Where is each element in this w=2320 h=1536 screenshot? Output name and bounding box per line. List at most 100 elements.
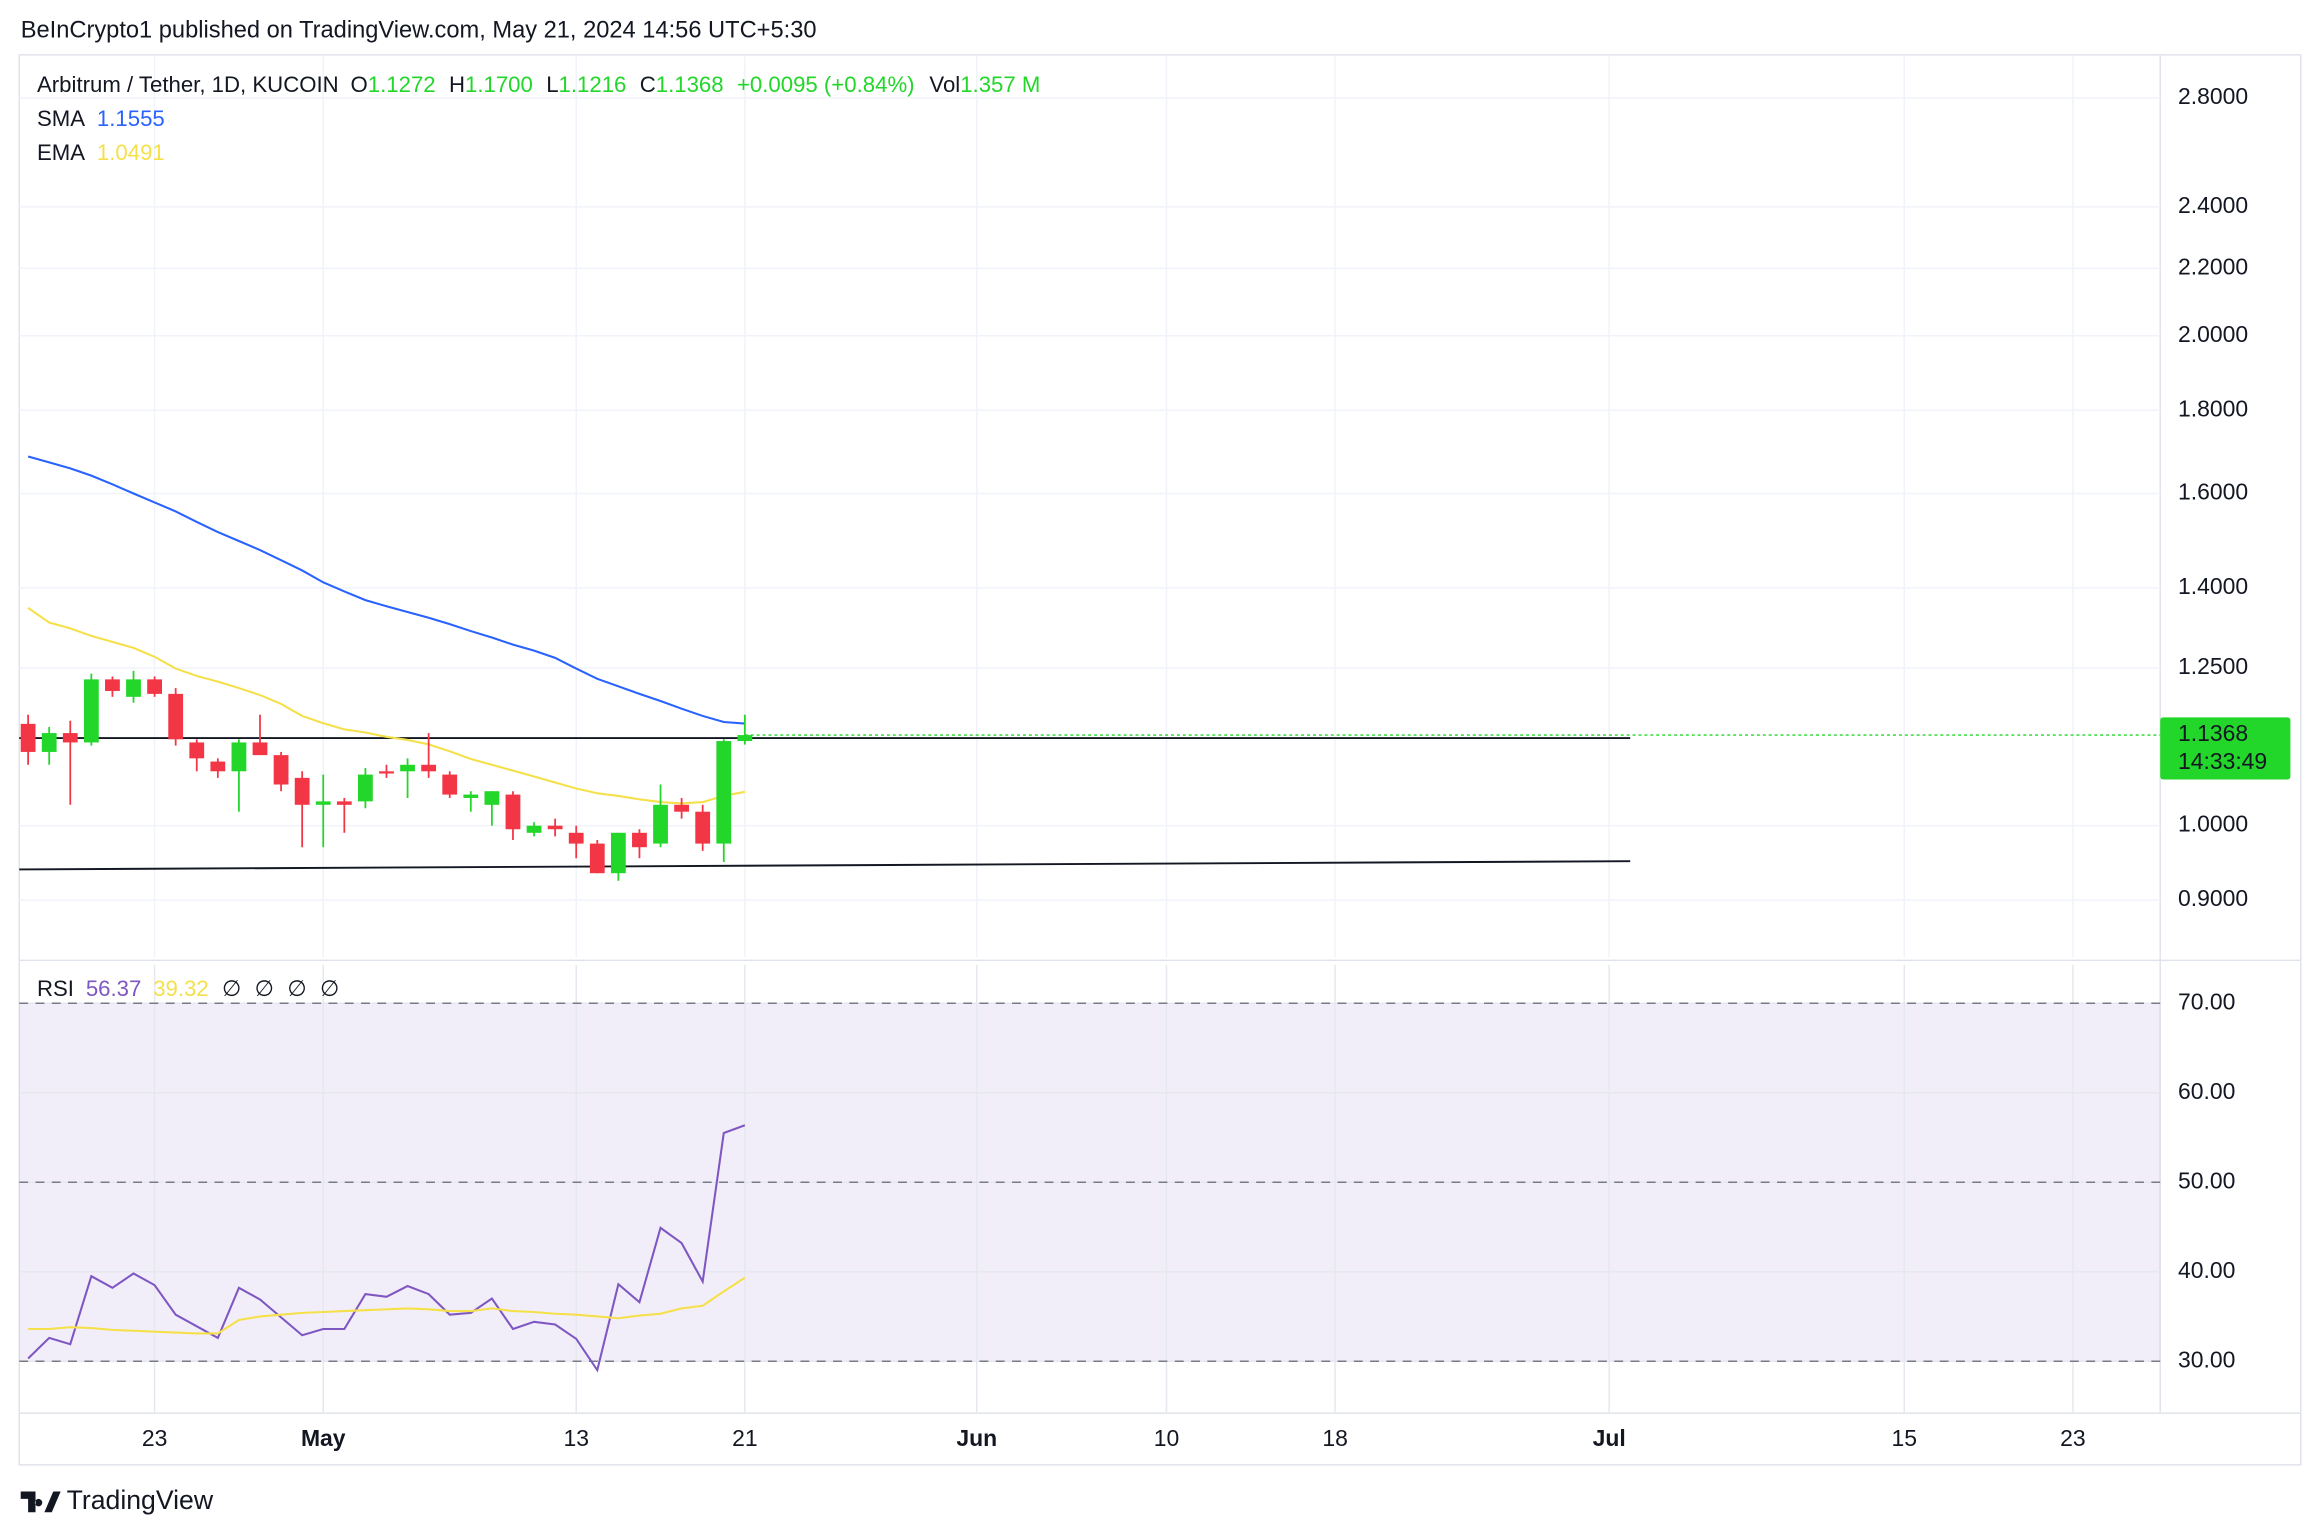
rsi-legend-symbol: ∅ <box>222 976 241 1001</box>
candle-body <box>336 801 352 805</box>
publisher-header: BeInCrypto1 published on TradingView.com… <box>21 17 817 43</box>
legend-main: Arbitrum / Tether, 1D, KUCOIN O1.1272 H1.1… <box>37 72 1040 97</box>
x-tick-label: May <box>301 1425 346 1451</box>
y-tick-label: 1.2500 <box>2178 653 2248 679</box>
candle-body <box>421 764 437 772</box>
rsi-legend: RSI 56.37 39.32 ∅ ∅ ∅ ∅ <box>37 976 339 1001</box>
legend-ohlc-label: H <box>449 72 465 97</box>
rsi-legend-symbol: ∅ <box>320 976 339 1001</box>
legend-volume-value: 1.357 M <box>960 72 1040 97</box>
legend-ohlc-label: C <box>640 72 656 97</box>
x-tick-label: 21 <box>732 1425 758 1451</box>
legend-ohlc-label: O <box>351 72 368 97</box>
candle-body <box>83 679 99 743</box>
x-tick-label: Jul <box>1593 1425 1626 1451</box>
candle-body <box>315 801 331 805</box>
candle-body <box>589 843 605 874</box>
candle-body <box>695 811 711 844</box>
y-tick-label: 0.9000 <box>2178 885 2248 911</box>
y-tick-label: 50.00 <box>2178 1167 2235 1193</box>
y-tick-label: 70.00 <box>2178 988 2235 1014</box>
candle-body <box>379 771 394 774</box>
y-tick-label: 2.2000 <box>2178 253 2248 279</box>
candle-body <box>126 679 141 697</box>
rsi-legend-symbol: ∅ <box>287 976 306 1001</box>
candle-body <box>400 764 415 772</box>
candle-body <box>653 804 668 844</box>
rsi-legend-value: 39.32 <box>153 976 209 1001</box>
y-tick-label: 1.6000 <box>2178 479 2248 505</box>
candle-body <box>505 794 521 830</box>
legend-change: +0.0095 (+0.84%) <box>737 72 915 97</box>
x-tick-label: 13 <box>563 1425 589 1451</box>
ma-line <box>27 606 746 805</box>
rsi-legend-value: 56.37 <box>86 976 142 1001</box>
legend-volume-label: Vol <box>929 72 960 97</box>
y-tick-label: 2.0000 <box>2178 321 2248 347</box>
candle-body <box>358 774 373 802</box>
candle-body <box>716 741 732 844</box>
y-tick-label: 2.8000 <box>2178 83 2248 109</box>
candle-body <box>62 733 78 743</box>
trend-line <box>19 860 1631 871</box>
candle-body <box>41 733 57 752</box>
candle-body <box>737 735 753 742</box>
legend-ohlc-value: 1.1272 <box>368 72 436 97</box>
countdown-label: 14:33:49 <box>2178 748 2267 774</box>
legend-ma-name: EMA <box>37 140 85 165</box>
candle-body <box>442 774 458 795</box>
ma-line <box>27 455 745 725</box>
candle-body <box>294 777 310 805</box>
candle-body <box>20 723 36 752</box>
y-tick-label: 40.00 <box>2178 1257 2235 1283</box>
candle-body <box>610 832 626 874</box>
legend-ohlc-value: 1.1700 <box>465 72 533 97</box>
y-tick-label: 30.00 <box>2178 1346 2235 1372</box>
candle-body <box>231 742 247 772</box>
candle-body <box>147 679 162 694</box>
candle-body <box>273 755 289 785</box>
candle-body <box>547 825 563 830</box>
footer-brand: TradingView <box>67 1485 214 1515</box>
y-tick-label: 60.00 <box>2178 1078 2235 1104</box>
x-tick-label: 23 <box>142 1425 168 1451</box>
legend-ma-value: 1.0491 <box>97 140 165 165</box>
legend-ma-value: 1.1555 <box>97 106 165 131</box>
logo-mark <box>20 1491 61 1513</box>
legend-ma-name: SMA <box>37 106 85 131</box>
legend-ohlc-label: L <box>546 72 558 97</box>
last-price-label: 1.1368 <box>2178 720 2248 746</box>
y-tick-label: 1.0000 <box>2178 811 2248 837</box>
candle-body <box>210 761 226 772</box>
rsi-line <box>28 1276 746 1335</box>
candle-body <box>568 832 584 844</box>
legend-ma: SMA 1.1555 <box>37 106 165 131</box>
candle-body <box>526 825 542 833</box>
x-tick-label: Jun <box>956 1425 997 1451</box>
last-price-box <box>2160 717 2291 780</box>
y-tick-label: 1.4000 <box>2178 573 2248 599</box>
candle-body <box>105 679 120 691</box>
rsi-legend-title: RSI <box>37 976 74 1001</box>
legend-ma: EMA 1.0491 <box>37 140 165 165</box>
y-tick-label: 2.4000 <box>2178 192 2248 218</box>
candle-body <box>463 794 479 798</box>
rsi-legend-symbol: ∅ <box>255 976 274 1001</box>
x-tick-label: 18 <box>1322 1425 1348 1451</box>
legend-symbol: Arbitrum / Tether, 1D, KUCOIN <box>37 72 339 97</box>
x-tick-label: 10 <box>1154 1425 1180 1451</box>
x-tick-label: 15 <box>1892 1425 1918 1451</box>
candle-body <box>252 742 268 756</box>
candle-body <box>189 742 205 759</box>
tradingview-logo: TradingView <box>20 1485 214 1515</box>
candle-body <box>168 693 184 740</box>
candle-body <box>484 791 500 805</box>
rsi-line <box>27 1124 746 1373</box>
x-tick-label: 23 <box>2060 1425 2086 1451</box>
y-tick-label: 1.8000 <box>2178 395 2248 421</box>
candle-body <box>632 832 647 848</box>
candle-body <box>674 804 690 812</box>
chart-frame <box>18 54 2302 1466</box>
legend-ohlc-value: 1.1216 <box>559 72 627 97</box>
